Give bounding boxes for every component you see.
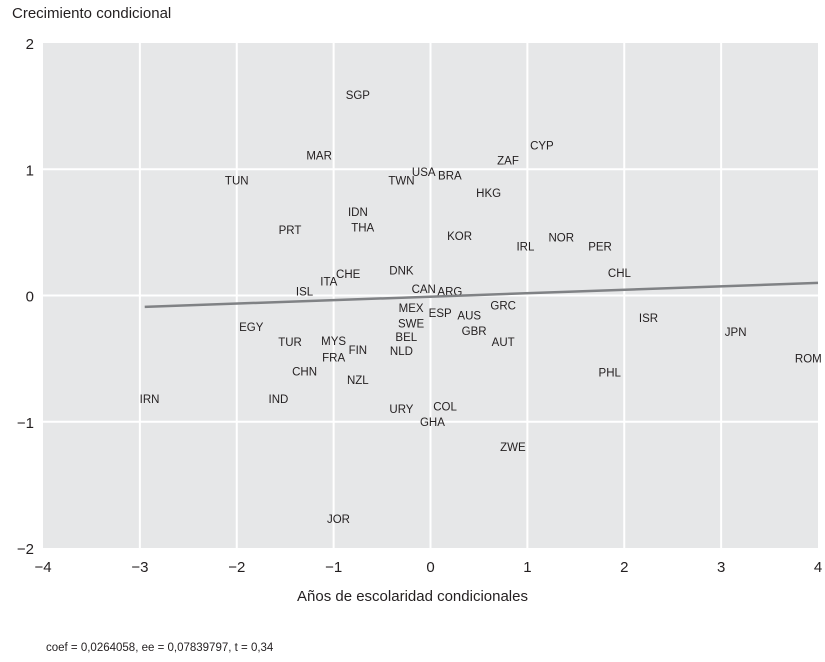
data-point-label: TUR: [278, 337, 302, 349]
fit-line: [144, 281, 819, 309]
data-point-label: IRL: [516, 241, 535, 253]
data-point-label: NZL: [347, 375, 369, 387]
data-point-label: IDN: [348, 207, 368, 219]
x-tick-label: −4: [34, 559, 51, 576]
data-point-label: AUS: [457, 311, 481, 323]
data-point-label: PRT: [279, 225, 302, 237]
data-point-label: ISR: [639, 313, 658, 325]
data-point-label: IND: [269, 394, 289, 406]
x-tick-label: 3: [717, 559, 725, 576]
data-point-label: HKG: [476, 188, 501, 200]
data-point-label: SWE: [398, 318, 425, 330]
data-point-label: COL: [433, 402, 457, 414]
data-point-label: PER: [588, 241, 612, 253]
data-point-label: CHE: [336, 269, 361, 281]
data-point-label: MAR: [306, 150, 332, 162]
data-point-label: MYS: [321, 336, 346, 348]
y-tick-label: −2: [17, 541, 34, 558]
data-points: SGP CYP MAR ZAF USA BRA TUN TWN HKG IDN THA PRT KOR N…: [140, 90, 822, 526]
y-tick-label: 0: [26, 289, 34, 306]
y-tick-label: 2: [26, 36, 34, 53]
data-point-label: JOR: [327, 514, 350, 526]
data-point-label: ZAF: [497, 155, 519, 167]
data-point-label: NOR: [549, 232, 575, 244]
data-point-label: GBR: [462, 326, 487, 338]
data-point-label: EGY: [239, 322, 264, 334]
data-point-label: CYP: [530, 140, 554, 152]
data-point-label: SGP: [346, 90, 371, 102]
tick-labels: −4 −3 −2 −1 0 1 2 3 4 −2 −1 0 1 2: [17, 36, 822, 576]
data-point-label: MEX: [399, 303, 424, 315]
x-tick-label: −3: [131, 559, 148, 576]
x-tick-label: 1: [523, 559, 531, 576]
data-point-label: FRA: [322, 352, 345, 364]
data-point-label: KOR: [447, 231, 472, 243]
x-tick-label: 2: [620, 559, 628, 576]
data-point-label: ZWE: [500, 442, 526, 454]
data-point-label: JPN: [725, 327, 747, 339]
x-axis-label: Años de escolaridad condicionales: [297, 588, 528, 605]
x-tick-label: 4: [814, 559, 822, 576]
data-point-label: BEL: [395, 332, 417, 344]
y-tick-label: 1: [26, 162, 34, 179]
data-point-label: CAN: [412, 284, 436, 296]
regression-note: coef = 0,0264058, ee = 0,07839797, t = 0…: [46, 642, 274, 654]
data-point-label: ESP: [429, 308, 452, 320]
x-tick-label: −1: [325, 559, 342, 576]
data-point-label: CHN: [292, 366, 317, 378]
data-point-label: IRN: [140, 394, 160, 406]
data-point-label: ISL: [296, 287, 314, 299]
y-axis-label: Crecimiento condicional: [12, 5, 172, 22]
data-point-label: GRC: [490, 301, 516, 313]
y-tick-label: −1: [17, 415, 34, 432]
data-point-label: ROM: [795, 354, 822, 366]
data-point-label: DNK: [389, 265, 414, 277]
x-tick-label: 0: [426, 559, 434, 576]
data-point-label: GHA: [420, 417, 445, 429]
data-point-label: PHL: [599, 368, 622, 380]
data-point-label: NLD: [390, 346, 413, 358]
data-point-label: TWN: [388, 176, 414, 188]
data-point-label: FIN: [349, 345, 368, 357]
data-point-label: THA: [351, 222, 374, 234]
data-point-label: BRA: [438, 171, 462, 183]
data-point-label: TUN: [225, 176, 249, 188]
data-point-label: AUT: [492, 337, 515, 349]
data-point-label: URY: [389, 404, 413, 416]
data-point-label: CHL: [608, 268, 632, 280]
x-tick-label: −2: [228, 559, 245, 576]
data-point-label: USA: [412, 167, 436, 179]
data-point-label: ITA: [320, 277, 337, 289]
